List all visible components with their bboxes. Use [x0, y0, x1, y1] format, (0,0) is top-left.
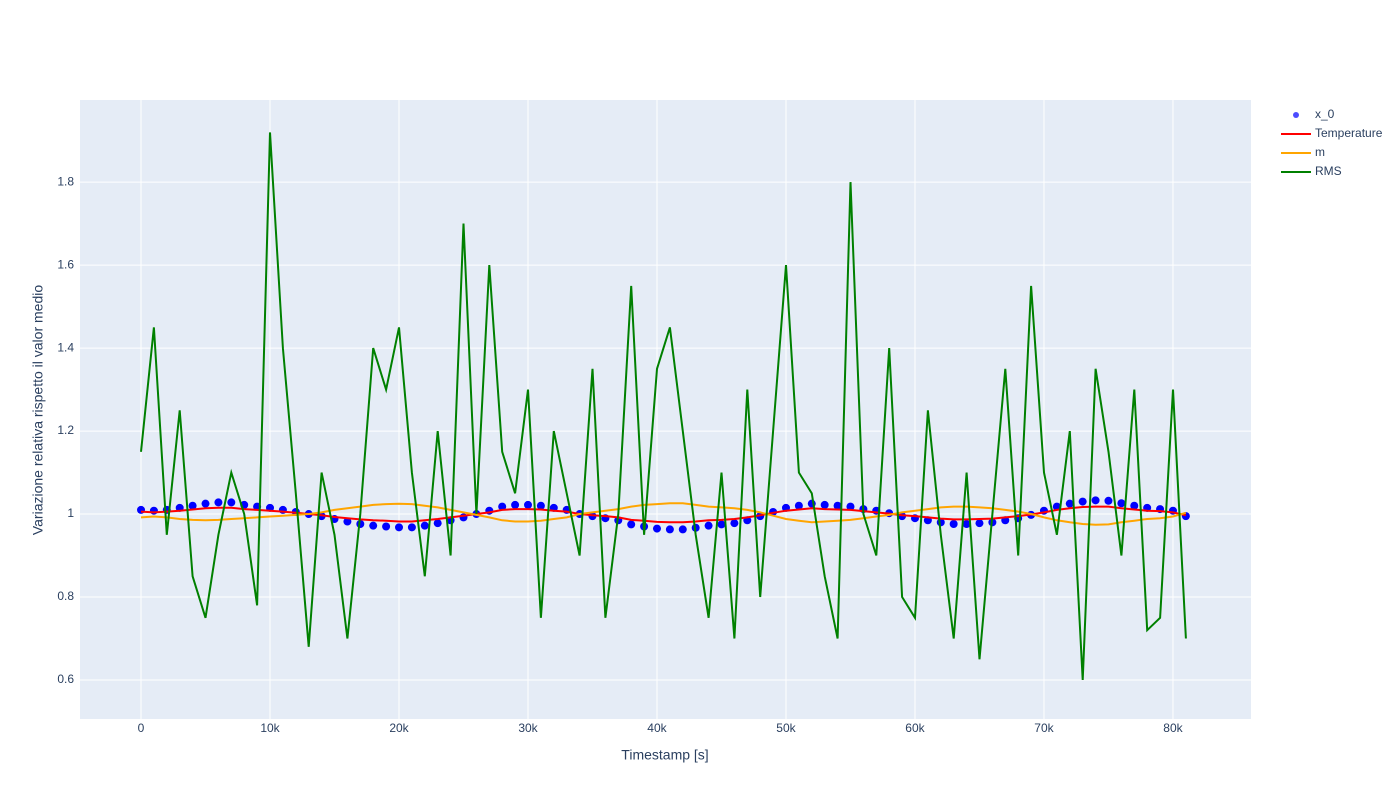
marker — [794, 501, 803, 510]
x-tick-label: 20k — [389, 721, 409, 735]
y-tick-label: 1.2 — [57, 423, 74, 437]
marker — [1117, 499, 1126, 508]
marker — [188, 501, 197, 510]
marker — [214, 498, 223, 507]
labels: 0 10k 20k 30k 40k 50k 60k 70k 80k 0.6 0.8 1 1.2 1.4 1.… — [57, 174, 1183, 735]
plot-area — [80, 100, 1251, 719]
x-axis-title: Timestamp [s] — [621, 747, 708, 763]
marker — [420, 521, 429, 530]
x-tick-label: 70k — [1034, 721, 1054, 735]
y-tick-label: 1 — [67, 506, 74, 520]
y-tick-label: 1.8 — [57, 174, 74, 188]
x-tick-label: 40k — [647, 721, 667, 735]
legend-symbol — [1293, 112, 1299, 118]
marker — [962, 520, 971, 529]
legend-label: Temperature — [1315, 126, 1383, 140]
marker — [1065, 499, 1074, 508]
marker — [949, 520, 958, 529]
x-tick-label: 0 — [138, 721, 145, 735]
grid — [80, 100, 1251, 719]
marker — [407, 523, 416, 532]
marker — [523, 500, 532, 509]
y-tick-label: 1.6 — [57, 257, 74, 271]
marker — [1104, 496, 1113, 505]
legend-label: x_0 — [1315, 107, 1335, 121]
marker — [149, 506, 158, 515]
x-tick-label: 30k — [518, 721, 538, 735]
marks — [137, 132, 1190, 681]
series-line — [140, 502, 1187, 526]
marker — [665, 525, 674, 534]
marker — [652, 524, 661, 533]
marker — [343, 517, 352, 526]
y-tick-label: 0.6 — [57, 672, 74, 686]
marker — [730, 519, 739, 528]
y-tick-label: 0.8 — [57, 589, 74, 603]
marker — [678, 525, 687, 534]
marker — [227, 498, 236, 507]
marker — [704, 521, 713, 530]
marker — [433, 519, 442, 528]
marker — [717, 520, 726, 529]
x-tick-label: 50k — [776, 721, 796, 735]
marker — [1078, 497, 1087, 506]
y-tick-label: 1.4 — [57, 340, 74, 354]
marker — [382, 522, 391, 531]
marker — [1091, 496, 1100, 505]
marker — [627, 520, 636, 529]
marker — [369, 521, 378, 530]
x-tick-label: 60k — [905, 721, 925, 735]
marker — [833, 501, 842, 510]
marker — [1130, 501, 1139, 510]
y-axis-title: Variazione relativa rispetto il valor me… — [30, 285, 46, 536]
legend-label: RMS — [1315, 164, 1342, 178]
series-line — [140, 132, 1187, 681]
marker — [846, 502, 855, 511]
marker — [820, 500, 829, 509]
x-tick-label: 80k — [1163, 721, 1183, 735]
legend-label: m — [1315, 145, 1325, 159]
marker — [1052, 502, 1061, 511]
marker — [975, 519, 984, 528]
x-tick-label: 10k — [260, 721, 280, 735]
marker — [498, 502, 507, 511]
marker — [511, 500, 520, 509]
marker — [536, 501, 545, 510]
marker — [395, 523, 404, 532]
marker — [201, 499, 210, 508]
series-line — [140, 505, 1187, 524]
